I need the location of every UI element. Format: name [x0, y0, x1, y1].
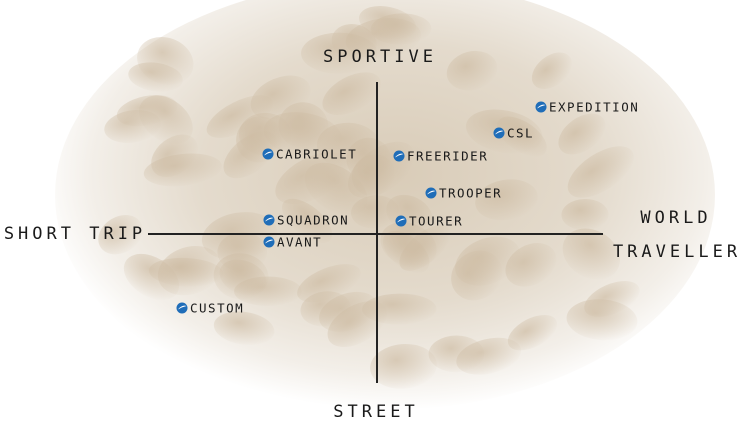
scale: [275, 152, 349, 205]
scale: [561, 198, 609, 231]
node-label: AVANT: [277, 235, 322, 250]
node-icon: [535, 101, 547, 113]
node-label: TOURER: [409, 214, 463, 229]
scale: [300, 291, 351, 327]
scale: [213, 311, 275, 346]
node: TROOPER: [425, 186, 502, 201]
scale: [282, 198, 333, 244]
scale: [507, 314, 558, 351]
node-icon-swoosh: [264, 151, 273, 156]
node-icon: [425, 187, 437, 199]
node-icon-swoosh: [265, 239, 274, 244]
scale: [98, 214, 143, 255]
axis-label-bottom: STREET: [333, 402, 418, 422]
node: AVANT: [263, 235, 322, 250]
scale: [505, 243, 557, 287]
scale: [137, 36, 194, 85]
node-icon: [493, 127, 505, 139]
scale: [370, 13, 432, 45]
node: TOURER: [395, 214, 463, 229]
scale: [362, 293, 437, 325]
node-icon-swoosh: [265, 217, 274, 222]
node-icon: [262, 148, 274, 160]
axis-label-top: SPORTIVE: [323, 47, 437, 67]
scale: [446, 50, 498, 91]
scale: [139, 95, 193, 145]
node-icon: [263, 214, 275, 226]
node: FREERIDER: [393, 149, 488, 164]
axis-label-right: WORLD: [640, 208, 711, 228]
node-label: EXPEDITION: [549, 100, 639, 115]
scale: [370, 343, 437, 389]
scale: [351, 154, 395, 196]
scale: [531, 52, 572, 89]
scale: [558, 113, 606, 155]
scale: [455, 236, 521, 286]
scale: [157, 245, 222, 296]
node-label: CABRIOLET: [276, 147, 357, 162]
node: EXPEDITION: [535, 100, 639, 115]
node: CABRIOLET: [262, 147, 357, 162]
nodes: EXPEDITION CSL CABRIOLET FREERIDER TROOPER SQ…: [176, 100, 639, 316]
scale: [297, 264, 361, 303]
axis-label-right: TRAVELLER: [613, 242, 738, 262]
scale: [567, 146, 634, 198]
node: SQUADRON: [263, 213, 349, 228]
scale: [201, 212, 278, 261]
scale: [475, 179, 538, 221]
node-icon: [395, 215, 407, 227]
axis-label-left: SHORT TRIP: [4, 224, 146, 244]
node-icon-swoosh: [495, 130, 504, 135]
scale: [322, 72, 382, 116]
scale: [301, 32, 378, 74]
scale: [213, 253, 269, 300]
node-label: TROOPER: [439, 186, 502, 201]
node-icon-swoosh: [395, 153, 404, 158]
texture-scales: [98, 5, 640, 389]
scale: [456, 337, 521, 375]
node-label: CSL: [507, 126, 534, 141]
scale: [562, 228, 620, 280]
node-icon: [393, 150, 405, 162]
node-icon-swoosh: [537, 104, 546, 109]
scale: [151, 134, 198, 178]
node-icon-swoosh: [427, 190, 436, 195]
node-label: CUSTOM: [190, 301, 244, 316]
node: CSL: [493, 126, 534, 141]
node: CUSTOM: [176, 301, 244, 316]
scale: [250, 75, 311, 120]
node-icon-swoosh: [397, 218, 406, 223]
node-label: SQUADRON: [277, 213, 349, 228]
node-icon-swoosh: [178, 305, 187, 310]
scale: [584, 281, 640, 317]
node-icon: [263, 236, 275, 248]
node-icon: [176, 302, 188, 314]
scale: [263, 112, 343, 158]
node-label: FREERIDER: [407, 149, 488, 164]
scale: [399, 225, 451, 271]
